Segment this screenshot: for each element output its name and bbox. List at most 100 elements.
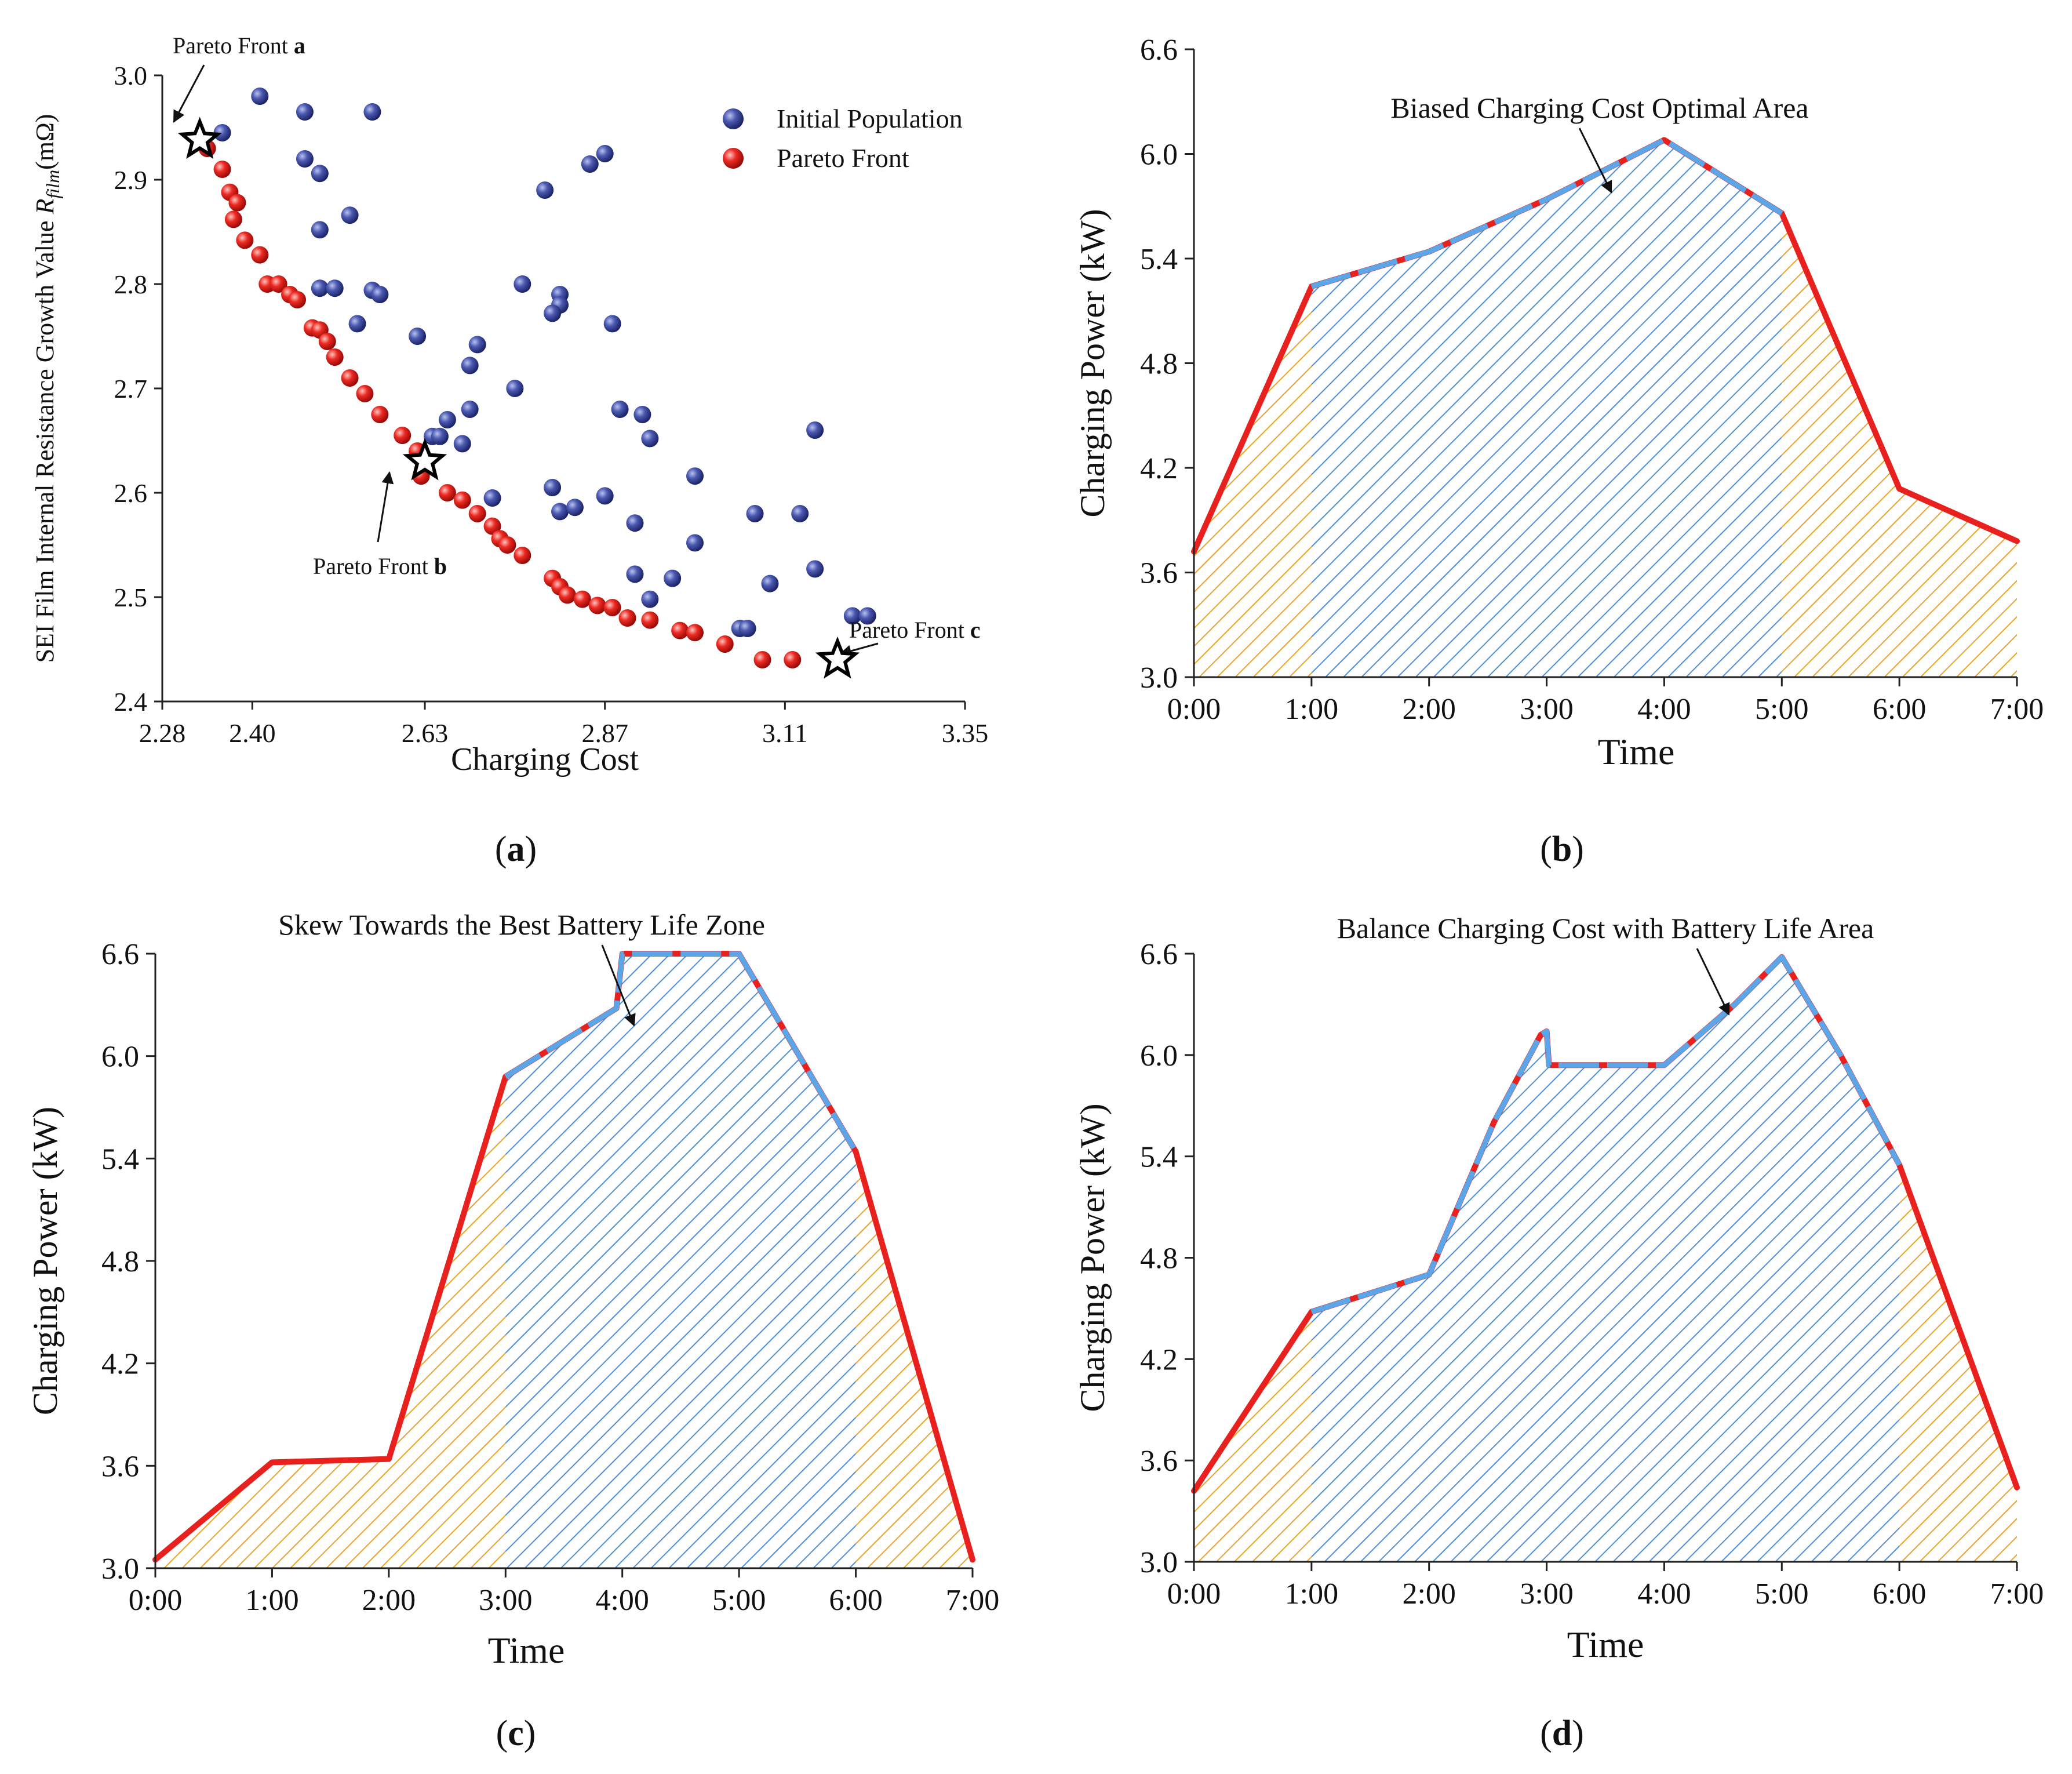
pareto-front-point xyxy=(558,586,576,604)
d-optimal-line xyxy=(1310,954,1902,1314)
a-y-tick-label: 2.6 xyxy=(114,478,148,508)
initial-population-point xyxy=(213,124,231,141)
b-x-tick-label: 2:00 xyxy=(1402,693,1455,726)
initial-population-point xyxy=(311,165,329,183)
initial-population-point xyxy=(461,401,479,418)
a-x-tick-label: 2.63 xyxy=(402,718,449,748)
initial-population-point xyxy=(251,88,269,105)
pareto-front-point xyxy=(213,161,231,178)
a-annotation-a-arrow xyxy=(173,64,205,123)
initial-population-point xyxy=(551,503,569,521)
d-blue-area xyxy=(1311,957,1900,1562)
a-y-tick-label: 2.4 xyxy=(114,687,148,717)
c-y-tick-label: 6.0 xyxy=(101,1041,139,1074)
pareto-front-point xyxy=(603,599,621,616)
b-y-tick-label: 5.4 xyxy=(1140,243,1178,276)
c-x-label: Time xyxy=(488,1630,565,1671)
d-y-tick-label: 4.8 xyxy=(1140,1242,1178,1275)
d-y-tick-label: 3.0 xyxy=(1140,1546,1178,1579)
initial-population-point xyxy=(626,565,644,583)
b-y-label: Charging Power (kW) xyxy=(1073,209,1112,517)
panel-d: 0:00 1:00 2:00 3:00 4:00 5:00 6:00 7:00 3.0 3.6 4.… xyxy=(1073,912,2044,1753)
initial-population-point xyxy=(431,427,449,445)
d-x-tick-label: 5:00 xyxy=(1755,1577,1808,1611)
a-legend-initial: Initial Population xyxy=(777,104,963,133)
b-y-tick-label: 4.8 xyxy=(1140,348,1178,381)
c-y-tick-label: 5.4 xyxy=(101,1143,139,1176)
pareto-star-b xyxy=(402,438,447,481)
initial-population-point xyxy=(581,155,599,173)
a-x-tick-label: 3.35 xyxy=(942,718,989,748)
pareto-front-point xyxy=(641,611,659,629)
panel-c: 0:00 1:00 2:00 3:00 4:00 5:00 6:00 7:00 3.0 3.6 4.… xyxy=(26,908,999,1753)
d-x-tick-label: 6:00 xyxy=(1873,1577,1926,1611)
initial-population-point xyxy=(806,421,824,439)
initial-population-point xyxy=(686,467,704,485)
pareto-front-point xyxy=(453,491,471,509)
initial-population-point xyxy=(326,279,344,297)
initial-population-point xyxy=(483,489,501,507)
c-x-tick-label: 7:00 xyxy=(946,1584,999,1617)
a-legend-marker-pareto xyxy=(723,148,744,169)
d-x-label: Time xyxy=(1567,1624,1644,1665)
a-annotation-b: Pareto Front b xyxy=(313,471,447,579)
pareto-front-point xyxy=(318,333,336,350)
d-y-tick-label: 3.6 xyxy=(1140,1445,1178,1478)
c-optimal-line xyxy=(504,951,858,1153)
a-x-ticks: 2.28 2.40 2.63 2.87 3.11 3.35 xyxy=(139,701,989,748)
c-x-tick-label: 3:00 xyxy=(479,1584,532,1617)
d-x-tick-label: 7:00 xyxy=(1990,1577,2044,1611)
initial-population-point xyxy=(843,607,861,625)
pareto-front-point xyxy=(438,484,456,501)
initial-population-point xyxy=(438,411,456,428)
a-x-tick-label: 3.11 xyxy=(762,718,808,748)
c-x-tick-label: 1:00 xyxy=(245,1584,298,1617)
c-title-arrow xyxy=(601,944,636,1027)
pareto-front-point xyxy=(468,505,486,522)
b-y-tick-label: 6.6 xyxy=(1140,34,1178,67)
b-x-label: Time xyxy=(1598,731,1675,772)
initial-population-point xyxy=(686,534,704,552)
initial-population-point xyxy=(596,145,614,162)
initial-population-point xyxy=(536,181,554,199)
initial-population-point xyxy=(461,357,479,375)
b-y-tick-label: 3.0 xyxy=(1140,661,1178,695)
d-x-tick-label: 0:00 xyxy=(1167,1577,1221,1611)
initial-population-point xyxy=(566,499,584,517)
initial-population-point xyxy=(641,590,659,608)
d-y-label: Charging Power (kW) xyxy=(1073,1103,1112,1412)
a-x-tick-label: 2.28 xyxy=(139,718,186,748)
a-panel-label: (a) xyxy=(495,830,537,869)
a-y-tick-label: 2.7 xyxy=(114,374,148,403)
initial-population-point xyxy=(738,620,756,637)
b-y-tick-label: 4.2 xyxy=(1140,452,1178,485)
pareto-front-point xyxy=(498,536,516,554)
a-legend-marker-initial xyxy=(723,108,744,129)
pareto-front-point xyxy=(618,609,636,627)
a-annotation-a-label: Pareto Front a xyxy=(173,32,305,59)
pareto-front-point xyxy=(483,517,501,535)
pareto-front-point xyxy=(371,406,389,423)
pareto-front-point xyxy=(224,210,242,228)
b-panel-label: (b) xyxy=(1540,830,1584,869)
initial-population-point xyxy=(453,435,471,453)
pareto-front-point xyxy=(356,385,374,402)
c-x-tick-label: 4:00 xyxy=(595,1584,649,1617)
initial-population-point xyxy=(611,401,629,418)
b-title-arrow xyxy=(1578,128,1612,194)
d-x-tick-label: 2:00 xyxy=(1402,1577,1455,1611)
initial-population-point xyxy=(791,505,809,522)
b-y-tick-label: 3.6 xyxy=(1140,557,1178,590)
a-y-label: SEI Film Internal Resistance Growth Valu… xyxy=(31,114,63,663)
initial-population-point xyxy=(603,315,621,333)
initial-population-point xyxy=(544,479,562,496)
pareto-star-a xyxy=(177,117,222,159)
initial-population-point xyxy=(296,103,314,121)
d-x-tick-label: 1:00 xyxy=(1285,1577,1338,1611)
initial-population-point xyxy=(341,206,359,224)
c-orange-area-left xyxy=(155,1077,506,1568)
initial-population-point xyxy=(746,505,764,522)
pareto-front-point xyxy=(251,246,269,264)
